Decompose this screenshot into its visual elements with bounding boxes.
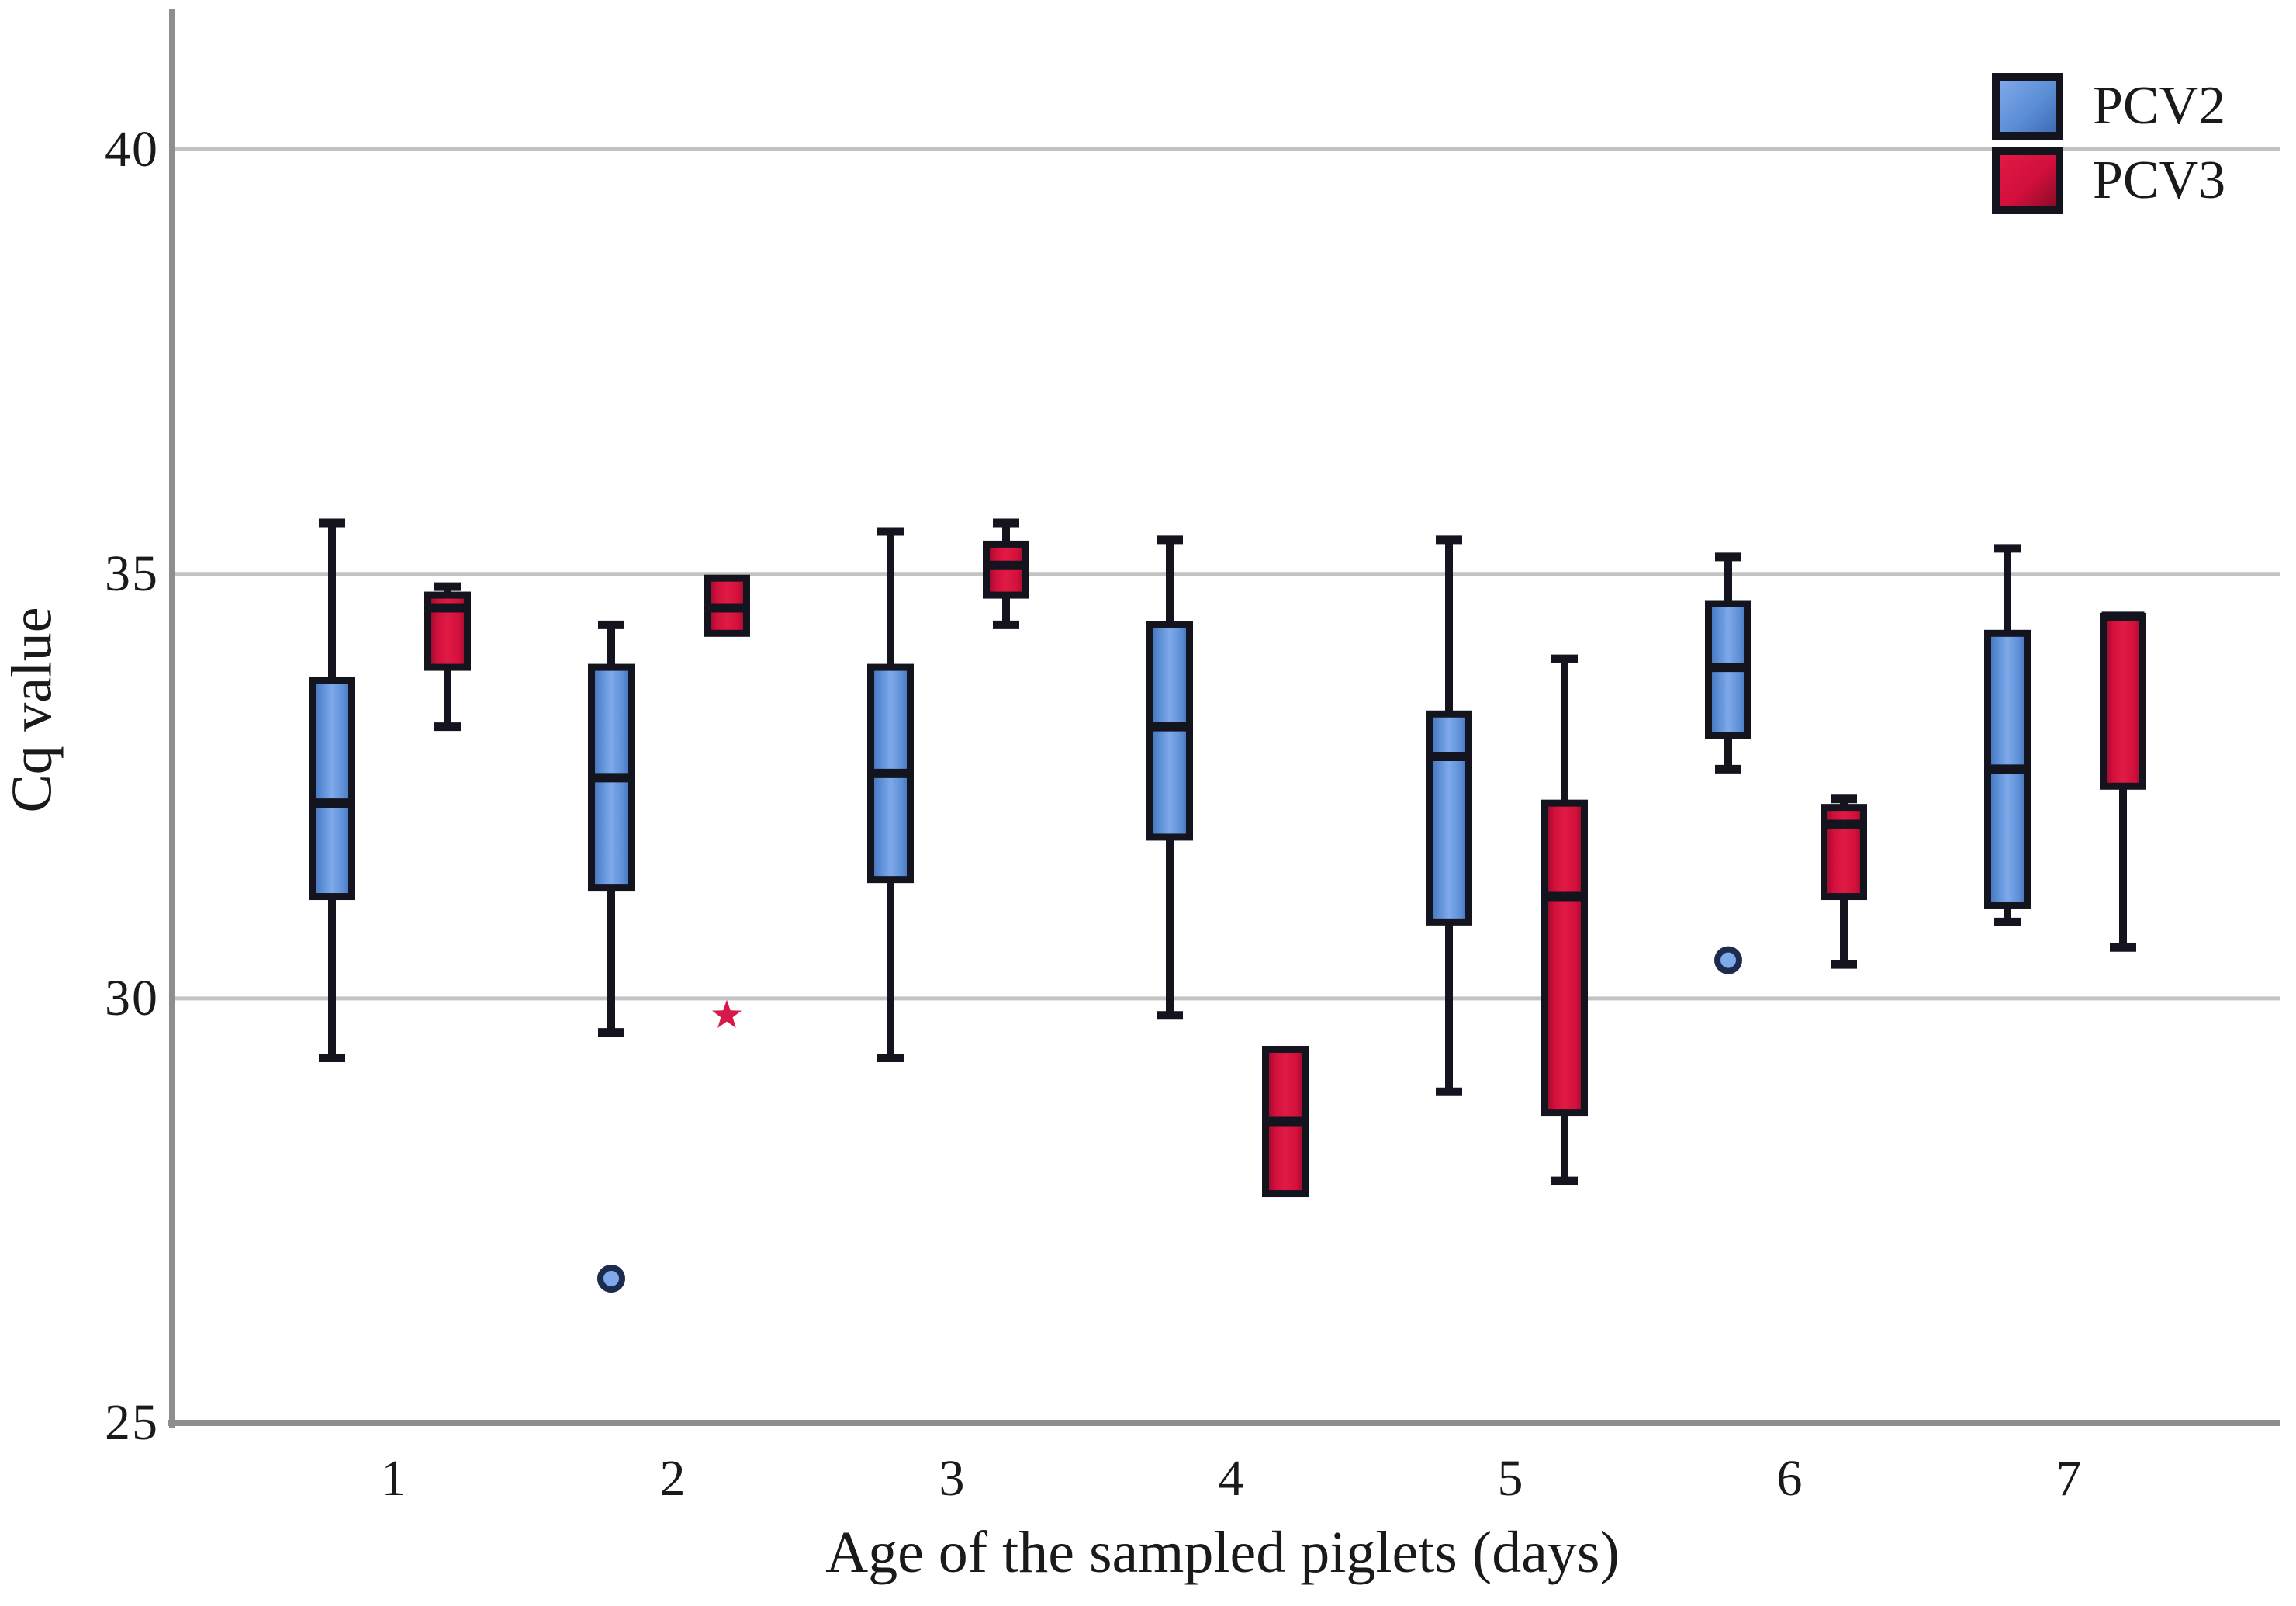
x-tick-label-1: 1: [380, 1450, 406, 1507]
y-tick-label-35: 35: [105, 545, 159, 602]
legend-row-pcv2: PCV2: [1992, 73, 2225, 140]
extreme-star-pcv3-day2: [712, 999, 742, 1028]
x-tick-label-5: 5: [1497, 1450, 1523, 1507]
y-tick-label-25: 25: [105, 1394, 159, 1451]
box-pcv2-day5: [1426, 710, 1472, 926]
box-pcv3-day5: [1541, 799, 1588, 1117]
outlier-circle-pcv2-day6: [1714, 946, 1742, 974]
legend-swatch-pcv2: [1992, 73, 2063, 140]
legend: PCV2 PCV3: [1992, 73, 2225, 222]
y-tick-label-30: 30: [105, 969, 159, 1026]
box-pcv2-day1: [309, 676, 355, 901]
x-tick-label-7: 7: [2056, 1450, 2082, 1507]
y-axis-title: Cq value: [0, 607, 64, 813]
x-axis-title: Age of the sampled piglets (days): [825, 1520, 1620, 1585]
outlier-circle-pcv2-day2: [597, 1264, 625, 1293]
legend-row-pcv3: PCV3: [1992, 147, 2225, 214]
x-tick-label-2: 2: [659, 1450, 686, 1507]
legend-label-pcv2: PCV2: [2093, 76, 2226, 136]
box-pcv3-day7: [2100, 612, 2146, 790]
x-tick-label-3: 3: [939, 1450, 965, 1507]
legend-label-pcv3: PCV3: [2093, 151, 2226, 210]
x-tick-label-6: 6: [1776, 1450, 1803, 1507]
legend-swatch-pcv3: [1992, 147, 2063, 214]
x-tick-label-4: 4: [1218, 1450, 1244, 1507]
y-tick-label-40: 40: [105, 120, 159, 178]
